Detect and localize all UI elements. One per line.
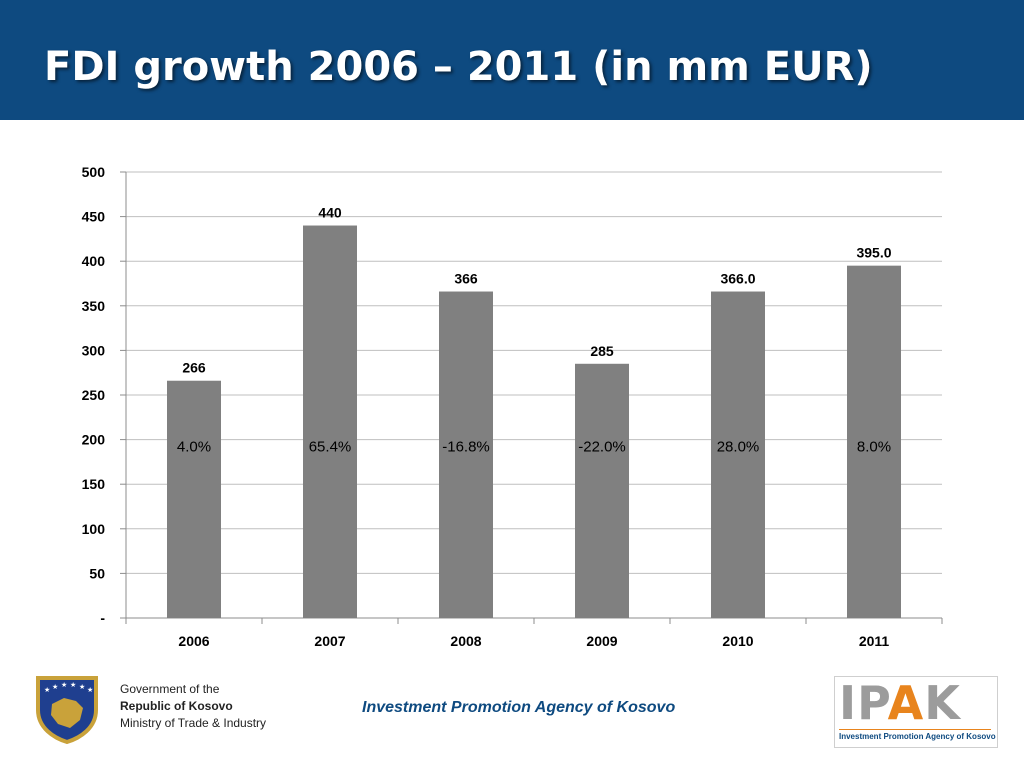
svg-text:★: ★ xyxy=(52,683,58,691)
ipak-logo-letters: IPAK xyxy=(839,677,961,729)
gov-line-3: Ministry of Trade & Industry xyxy=(120,716,267,730)
y-tick-label: 250 xyxy=(82,387,106,403)
x-tick-label: 2006 xyxy=(178,633,209,649)
growth-rate-label: 65.4% xyxy=(309,439,352,456)
bar-value-label: 366 xyxy=(454,271,478,287)
bar-value-label: 366.0 xyxy=(720,271,755,287)
bar xyxy=(303,225,357,618)
ipak-logo-letters-accent: A xyxy=(887,676,925,730)
growth-rate-label: -16.8% xyxy=(442,439,490,456)
page-title: FDI growth 2006 – 2011 (in mm EUR) xyxy=(44,44,873,90)
bar-value-label: 266 xyxy=(182,360,206,376)
fdi-bar-chart: - 50 100 150 200 250 300 350 400 450 500 266 4.0% 200… xyxy=(82,164,943,649)
bar xyxy=(847,265,901,618)
bar-value-label: 395.0 xyxy=(856,245,891,261)
bar xyxy=(439,291,493,618)
y-tick-label: 500 xyxy=(82,164,106,180)
y-tick-label: 150 xyxy=(82,476,106,492)
x-tick-label: 2010 xyxy=(722,633,753,649)
growth-rate-label: 8.0% xyxy=(857,439,891,456)
y-tick-label: 100 xyxy=(82,521,106,537)
growth-rate-label: 28.0% xyxy=(717,439,760,456)
x-tick-label: 2009 xyxy=(586,633,617,649)
bar xyxy=(575,363,629,618)
x-tick-label: 2011 xyxy=(859,633,890,649)
government-footer: Government of the Republic of Kosovo Min… xyxy=(120,681,266,732)
x-tick-label: 2007 xyxy=(314,633,345,649)
svg-text:★: ★ xyxy=(44,686,50,694)
y-tick-label: 300 xyxy=(82,342,106,358)
ipak-logo-subtitle: Investment Promotion Agency of Kosovo xyxy=(839,729,996,741)
y-tick-label: 350 xyxy=(82,298,106,314)
bar xyxy=(167,380,221,618)
gov-line-2: Republic of Kosovo xyxy=(120,699,233,713)
y-tick-label: 200 xyxy=(82,432,106,448)
x-tick-label: 2008 xyxy=(450,633,481,649)
agency-name: Investment Promotion Agency of Kosovo xyxy=(362,699,676,716)
kosovo-coat-of-arms-icon: ★ ★ ★ ★ ★ ★ xyxy=(36,676,98,744)
ipak-logo-letters-part1: IP xyxy=(839,676,888,730)
bar-value-label: 440 xyxy=(318,205,342,221)
y-tick-label: 450 xyxy=(82,209,106,225)
title-banner: FDI growth 2006 – 2011 (in mm EUR) xyxy=(0,0,1024,120)
bar xyxy=(711,291,765,618)
y-tick-label: 50 xyxy=(89,565,105,581)
svg-text:★: ★ xyxy=(79,683,85,691)
svg-text:★: ★ xyxy=(61,681,67,689)
gov-line-1: Government of the xyxy=(120,682,220,696)
svg-text:★: ★ xyxy=(70,681,76,689)
ipak-logo-letters-part2: K xyxy=(924,676,961,730)
ipak-logo: IPAK Investment Promotion Agency of Koso… xyxy=(834,676,998,748)
y-tick-label: 400 xyxy=(82,253,106,269)
y-tick-label: - xyxy=(100,610,105,626)
growth-rate-label: -22.0% xyxy=(578,439,626,456)
growth-rate-label: 4.0% xyxy=(177,439,211,456)
svg-text:★: ★ xyxy=(87,686,93,694)
bar-value-label: 285 xyxy=(590,343,614,359)
